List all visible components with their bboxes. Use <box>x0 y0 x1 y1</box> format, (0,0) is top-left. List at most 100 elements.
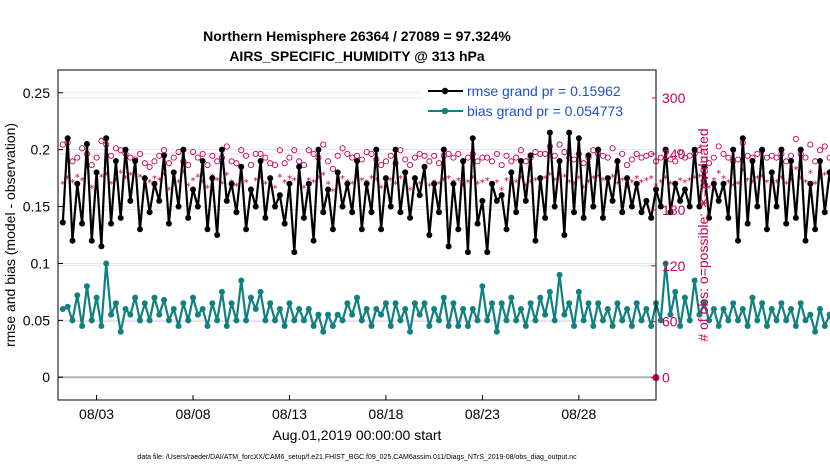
obs-evaluated-point: * <box>181 169 186 180</box>
obs-evaluated-point: * <box>620 176 625 187</box>
obs-evaluated-point: * <box>523 182 528 193</box>
obs-possible-point <box>619 150 626 157</box>
obs-evaluated-point: * <box>716 169 721 180</box>
obs-possible-point <box>276 147 283 154</box>
bias-point <box>262 317 269 324</box>
bias-point <box>257 288 264 295</box>
obs-evaluated-point: * <box>485 176 490 187</box>
rmse-point <box>802 237 809 244</box>
obs-evaluated-point: * <box>436 180 441 191</box>
bias-point <box>768 305 775 312</box>
obs-evaluated-point: * <box>726 178 731 189</box>
y-right-tick-label: 180 <box>662 202 686 218</box>
obs-possible-point <box>233 160 240 167</box>
obs-possible-point <box>734 156 742 163</box>
obs-possible-point <box>503 152 510 159</box>
bias-point <box>136 317 143 324</box>
rmse-point <box>681 186 688 193</box>
rmse-point <box>440 146 447 153</box>
obs-evaluated-point: * <box>735 180 740 191</box>
rmse-point <box>812 226 819 233</box>
bias-point <box>141 300 148 307</box>
bias-point <box>132 294 139 301</box>
rmse-point <box>677 197 684 204</box>
obs-evaluated-point: * <box>99 172 104 183</box>
rmse-point <box>103 135 110 142</box>
bias-point <box>93 294 100 301</box>
rmse-point <box>252 203 259 210</box>
obs-possible-point <box>286 154 293 161</box>
obs-possible-point <box>513 154 520 161</box>
bias-point <box>127 311 134 318</box>
rmse-point <box>59 219 66 226</box>
rmse-point <box>542 214 549 221</box>
obs-evaluated-point: * <box>528 178 533 189</box>
obs-evaluated-point: * <box>721 174 726 185</box>
obs-evaluated-point: * <box>417 180 422 191</box>
rmse-point <box>315 146 322 153</box>
rmse-point <box>445 243 452 250</box>
obs-evaluated-point: * <box>253 176 258 187</box>
obs-evaluated-point: * <box>147 178 152 189</box>
rmse-point <box>662 146 669 153</box>
rmse-point <box>339 203 346 210</box>
obs-possible-point <box>710 154 717 161</box>
bias-point <box>489 300 496 307</box>
obs-evaluated-point: * <box>731 182 736 193</box>
obs-evaluated-point: * <box>470 174 475 185</box>
rmse-point <box>595 146 602 153</box>
bias-point <box>74 292 81 299</box>
obs-possible-point <box>802 154 809 161</box>
obs-possible-point <box>508 158 515 165</box>
bias-point <box>108 311 115 318</box>
bias-point <box>180 300 187 307</box>
bias-point <box>272 317 279 324</box>
obs-evaluated-point: * <box>393 180 398 191</box>
obs-evaluated-point: * <box>702 180 707 191</box>
obs-evaluated-point: * <box>755 174 760 185</box>
bias-point <box>300 317 307 324</box>
bias-point <box>657 317 664 324</box>
bias-point <box>421 300 428 307</box>
obs-evaluated-point: * <box>80 176 85 187</box>
obs-evaluated-point: * <box>663 174 668 185</box>
rmse-point <box>517 158 524 165</box>
rmse-point <box>151 180 158 187</box>
obs-evaluated-point: * <box>157 176 162 187</box>
obs-evaluated-point: * <box>195 172 200 183</box>
bias-point <box>715 323 722 330</box>
series-layer: ** ** ***** ** *** * * ** * * **** **** **** **** * * **… <box>59 129 830 382</box>
rmse-point <box>701 163 708 170</box>
obs-evaluated-point: * <box>273 183 278 194</box>
obs-evaluated-point: * <box>817 174 822 185</box>
rmse-point <box>546 129 553 136</box>
obs-evaluated-point: * <box>813 180 818 191</box>
obs-evaluated-point: * <box>355 174 360 185</box>
obs-possible-point <box>88 162 95 169</box>
bias-point <box>696 311 703 318</box>
bias-point <box>604 305 611 312</box>
y-left-tick-label: 0.2 <box>31 142 51 158</box>
obs-possible-point <box>821 143 828 150</box>
obs-possible-point <box>185 162 192 169</box>
obs-possible-point <box>522 158 529 165</box>
obs-evaluated-point: * <box>475 180 480 191</box>
obs-possible-point <box>754 150 761 157</box>
bias-point <box>445 323 452 330</box>
rmse-point <box>74 180 81 187</box>
bias-point <box>460 305 467 312</box>
rmse-point <box>619 209 626 216</box>
obs-possible-point <box>117 147 124 154</box>
rmse-point <box>792 214 799 221</box>
obs-possible-point <box>238 147 245 154</box>
obs-possible-point <box>199 150 206 157</box>
bias-point <box>190 294 197 301</box>
bias-point <box>286 300 293 307</box>
obs-evaluated-point: * <box>629 178 634 189</box>
rmse-point <box>667 209 674 216</box>
obs-evaluated-point: * <box>808 169 813 180</box>
bias-point <box>344 300 351 307</box>
obs-possible-point <box>450 154 457 161</box>
obs-possible-point <box>816 147 824 154</box>
bias-point <box>112 300 119 307</box>
